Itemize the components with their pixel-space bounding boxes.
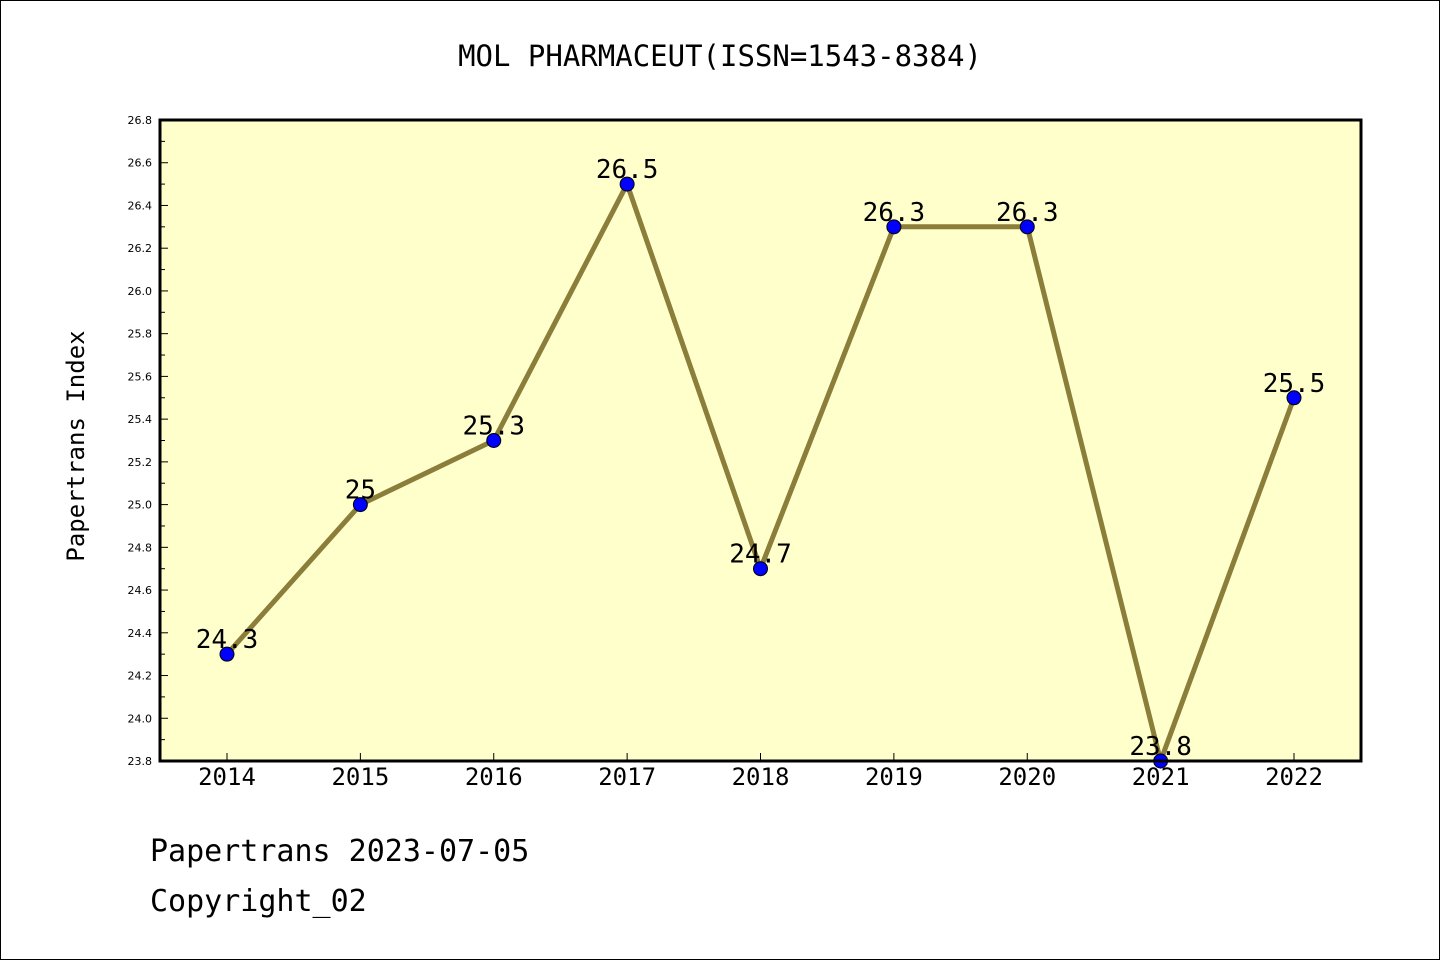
- x-tick-label: 2018: [732, 763, 790, 791]
- data-point: [753, 561, 768, 577]
- chart-title: MOL PHARMACEUT(ISSN=1543-8384): [458, 39, 982, 73]
- y-tick-label: 24.4: [128, 627, 153, 640]
- y-tick-label: 25.6: [128, 370, 153, 383]
- y-tick-label: 26.2: [128, 242, 153, 255]
- data-point: [619, 176, 635, 192]
- footer-date: Papertrans 2023-07-05: [150, 834, 530, 869]
- y-tick-label: 26.6: [128, 157, 153, 170]
- y-tick-label: 25.8: [128, 328, 153, 341]
- x-axis-ticks: 2014 2015 2016 2017 2018 2019 2020 2021 2022: [198, 753, 1323, 791]
- y-tick-label: 24.6: [128, 584, 153, 597]
- data-label: 24.3: [196, 625, 259, 655]
- data-point: [1286, 390, 1302, 406]
- y-tick-label: 26.4: [128, 199, 153, 212]
- data-point: [886, 219, 902, 235]
- y-tick-label: 26.8: [128, 114, 153, 127]
- x-tick-label: 2022: [1265, 763, 1323, 791]
- x-tick-label: 2017: [598, 763, 656, 791]
- data-label: 25.5: [1263, 369, 1326, 399]
- y-tick-label: 25.2: [128, 456, 153, 469]
- data-label: 23.8: [1129, 732, 1192, 762]
- data-labels: 24.3 25 25.3 26.5 24.7 26.3 26.3 23.8 25.5: [196, 155, 1326, 762]
- data-label: 26.3: [863, 198, 926, 228]
- data-label: 26.3: [996, 198, 1059, 228]
- data-points: [219, 176, 1302, 769]
- x-tick-label: 2020: [998, 763, 1056, 791]
- x-tick-label: 2016: [465, 763, 523, 791]
- data-point: [352, 497, 368, 513]
- x-tick-label: 2015: [331, 763, 389, 791]
- x-tick-label: 2019: [865, 763, 923, 791]
- y-axis-label: Papertrans Index: [62, 330, 90, 561]
- data-label: 25: [345, 476, 376, 506]
- x-tick-label: 2014: [198, 763, 256, 791]
- y-tick-label: 25.4: [128, 413, 153, 426]
- y-tick-label: 24.2: [128, 670, 153, 683]
- data-point: [219, 646, 235, 662]
- y-tick-label: 25.0: [128, 499, 153, 512]
- plot-area: [160, 120, 1361, 761]
- y-tick-label: 24.0: [128, 712, 153, 725]
- y-tick-label: 26.0: [128, 285, 153, 298]
- y-tick-label: 24.8: [128, 541, 153, 554]
- plot-border: [158, 118, 1363, 763]
- data-label: 26.5: [596, 155, 659, 185]
- data-point: [1019, 219, 1035, 235]
- y-tick-label: 23.8: [128, 755, 153, 768]
- data-label: 24.7: [729, 540, 792, 570]
- data-point: [486, 433, 502, 448]
- footer-copyright: Copyright_02: [150, 884, 367, 919]
- data-label: 25.3: [462, 412, 525, 442]
